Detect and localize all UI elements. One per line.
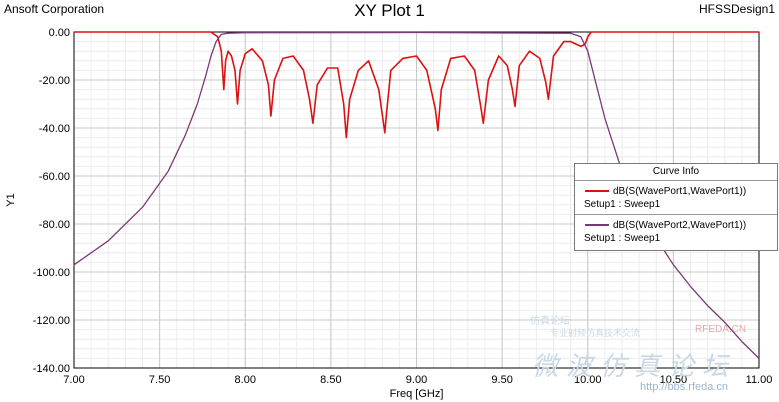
x-tick-label: 8.00 <box>235 374 256 386</box>
x-tick-label: 10.50 <box>660 374 688 386</box>
y-tick-label: -100.00 <box>33 267 70 279</box>
design-name: HFSSDesign1 <box>698 2 775 16</box>
series-line-s11 <box>74 31 759 139</box>
x-tick-label: 7.50 <box>149 374 170 386</box>
x-tick-label: 8.50 <box>320 374 341 386</box>
legend-title: Curve Info <box>575 164 777 181</box>
y-tick-labels: 0.00 -20.00 -40.00 -60.00 -80.00 -100.00 -120.… <box>33 27 70 375</box>
legend-series-name: dB(S(WavePort1,WavePort1)) <box>613 185 747 197</box>
x-tick-label: 10.00 <box>574 374 602 386</box>
legend-swatch-s11 <box>585 190 609 192</box>
curve-info-legend[interactable]: Curve Info dB(S(WavePort1,WavePort1)) Se… <box>574 163 778 251</box>
y-tick-label: -40.00 <box>39 123 70 135</box>
x-tick-label: 9.50 <box>491 374 512 386</box>
x-tick-label: 7.00 <box>63 374 84 386</box>
y-tick-label: -80.00 <box>39 219 70 231</box>
legend-setup-label: Setup1 : Sweep1 <box>584 199 661 210</box>
y-tick-label: 0.00 <box>49 27 70 39</box>
series-line-s21 <box>73 31 760 359</box>
y-tick-label: -120.00 <box>33 315 70 327</box>
x-tick-label: 11.00 <box>746 374 773 386</box>
y-tick-label: -60.00 <box>39 171 70 183</box>
x-axis-label: Freq [GHz] <box>390 388 444 400</box>
legend-entry-s21[interactable]: dB(S(WavePort2,WavePort1)) Setup1 : Swee… <box>575 215 777 248</box>
x-tick-label: 9.00 <box>406 374 427 386</box>
legend-setup-label: Setup1 : Sweep1 <box>584 233 661 244</box>
x-tick-labels: 7.00 7.50 8.00 8.50 9.00 9.50 10.00 10.50 11.00 <box>63 374 772 386</box>
series-layer <box>73 31 760 359</box>
plot-title: XY Plot 1 <box>354 1 425 20</box>
company-name: Ansoft Corporation <box>4 2 105 16</box>
legend-entry-s11[interactable]: dB(S(WavePort1,WavePort1)) Setup1 : Swee… <box>575 181 777 215</box>
y-tick-label: -140.00 <box>33 363 70 375</box>
legend-swatch-s21 <box>585 224 609 226</box>
legend-series-name: dB(S(WavePort2,WavePort1)) <box>613 219 747 231</box>
y-axis-label: Y1 <box>5 193 17 206</box>
y-tick-label: -20.00 <box>39 75 70 87</box>
